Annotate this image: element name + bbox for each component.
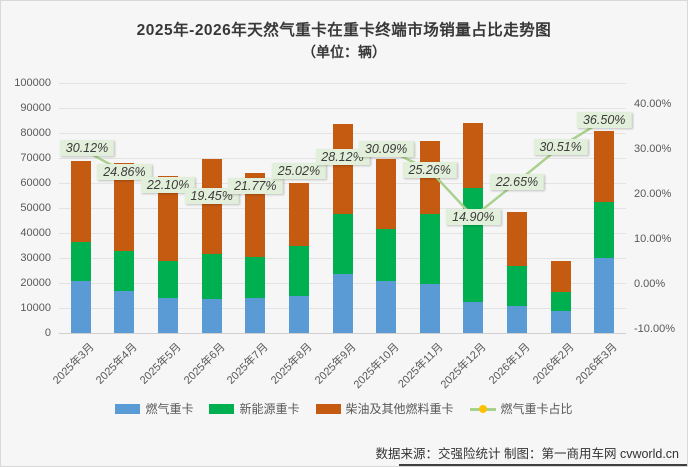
- share-data-label: 19.45%: [184, 188, 239, 205]
- legend-label: 燃气重卡: [145, 402, 194, 416]
- share-data-label: 22.10%: [140, 176, 196, 193]
- left-axis-tick: 10000: [20, 302, 51, 314]
- bar-segment: [70, 280, 91, 333]
- bar-segment: [70, 241, 91, 281]
- share-data-label: 25.02%: [271, 163, 327, 180]
- gridline: [59, 333, 626, 334]
- share-line-swatch-icon: [469, 404, 496, 414]
- right-axis-tick: 40.00%: [634, 98, 672, 110]
- bar-segment: [158, 260, 179, 298]
- left-axis-tick: 20000: [20, 277, 51, 289]
- bar-segment: [419, 214, 440, 285]
- share-data-label: 22.65%: [489, 174, 545, 191]
- bar-segment: [419, 284, 440, 333]
- share-data-label: 14.90%: [446, 208, 501, 225]
- bar-segment: [332, 214, 353, 275]
- share-data-label: 24.86%: [97, 164, 152, 181]
- right-axis-tick: -10.00%: [634, 323, 675, 335]
- right-axis-tick: 20.00%: [634, 188, 672, 200]
- bar-segment: [245, 298, 266, 333]
- bar-segment: [594, 258, 615, 333]
- bar-segment: [70, 160, 91, 242]
- legend-label: 新能源重卡: [239, 402, 300, 416]
- bar-segment: [463, 301, 484, 333]
- share-data-label: 30.51%: [533, 138, 588, 155]
- bar-segment: [376, 159, 397, 230]
- left-axis-tick: 90000: [20, 102, 51, 114]
- bar-segment: [594, 201, 615, 258]
- left-axis-tick: 60000: [20, 177, 51, 189]
- bar-segment: [463, 123, 484, 188]
- bar-segment: [114, 290, 135, 333]
- right-axis-tick: 30.00%: [634, 143, 672, 155]
- share-data-label: 25.26%: [402, 162, 457, 179]
- bar-segment: [376, 280, 397, 333]
- bar-segment: [201, 159, 222, 255]
- share-data-label: 30.12%: [59, 140, 115, 157]
- left-axis-tick: 0: [44, 327, 51, 339]
- bar-segment: [332, 274, 353, 333]
- legend-item-diesel-other-truck: 柴油及其他燃料重卡: [315, 400, 454, 417]
- left-axis-tick: 100000: [14, 77, 51, 89]
- diesel-other-swatch-icon: [315, 403, 341, 414]
- left-axis-tick: 80000: [20, 127, 51, 139]
- legend-label: 燃气重卡占比: [500, 402, 573, 416]
- bar-segment: [463, 188, 484, 302]
- bar-segment: [550, 291, 571, 311]
- chart-title: 2025年-2026年天然气重卡在重卡终端市场销量占比走势图: [136, 22, 552, 39]
- new-energy-swatch-icon: [209, 403, 235, 414]
- left-axis-tick: 30000: [20, 252, 51, 264]
- legend: 燃气重卡 新能源重卡 柴油及其他燃料重卡 燃气重卡占比: [1, 400, 687, 417]
- bar-segment: [158, 298, 179, 333]
- bar-segment: [288, 183, 309, 246]
- bar-segment: [245, 256, 266, 298]
- bar-segment: [506, 211, 527, 266]
- bar-segment: [376, 229, 397, 281]
- gridline: [59, 108, 626, 109]
- legend-item-gas-truck: 燃气重卡: [115, 400, 193, 417]
- left-axis-tick: 40000: [20, 227, 51, 239]
- share-data-label: 30.09%: [358, 140, 414, 157]
- bar-segment: [332, 124, 353, 215]
- right-axis-tick: 0.00%: [634, 278, 666, 290]
- share-data-label: 28.12%: [315, 149, 370, 166]
- legend-item-gas-share-line: 燃气重卡占比: [469, 400, 573, 417]
- bar-segment: [288, 295, 309, 333]
- bar-segment: [550, 311, 571, 333]
- share-data-label: 21.77%: [228, 178, 283, 195]
- left-axis-tick: 50000: [20, 202, 51, 214]
- legend-label: 柴油及其他燃料重卡: [345, 402, 454, 416]
- bar-segment: [114, 250, 135, 291]
- gridline: [59, 83, 626, 84]
- chart-subtitle: （单位：辆）: [302, 44, 386, 60]
- bar-segment: [201, 254, 222, 300]
- bar-segment: [201, 299, 222, 333]
- bar-segment: [594, 130, 615, 202]
- bar-segment: [506, 305, 527, 333]
- bar-segment: [506, 265, 527, 306]
- footer-credit: 数据来源：交强险统计 制图：第一商用车网 cvworld.cn: [375, 447, 680, 461]
- gas-truck-swatch-icon: [115, 403, 141, 414]
- legend-item-new-energy-truck: 新能源重卡: [209, 400, 300, 417]
- bottom-accent-line: [398, 464, 687, 466]
- share-data-label: 36.50%: [576, 111, 632, 128]
- left-axis-tick: 70000: [20, 152, 51, 164]
- right-axis-tick: 10.00%: [634, 233, 672, 245]
- bar-segment: [550, 260, 571, 292]
- bar-segment: [288, 245, 309, 296]
